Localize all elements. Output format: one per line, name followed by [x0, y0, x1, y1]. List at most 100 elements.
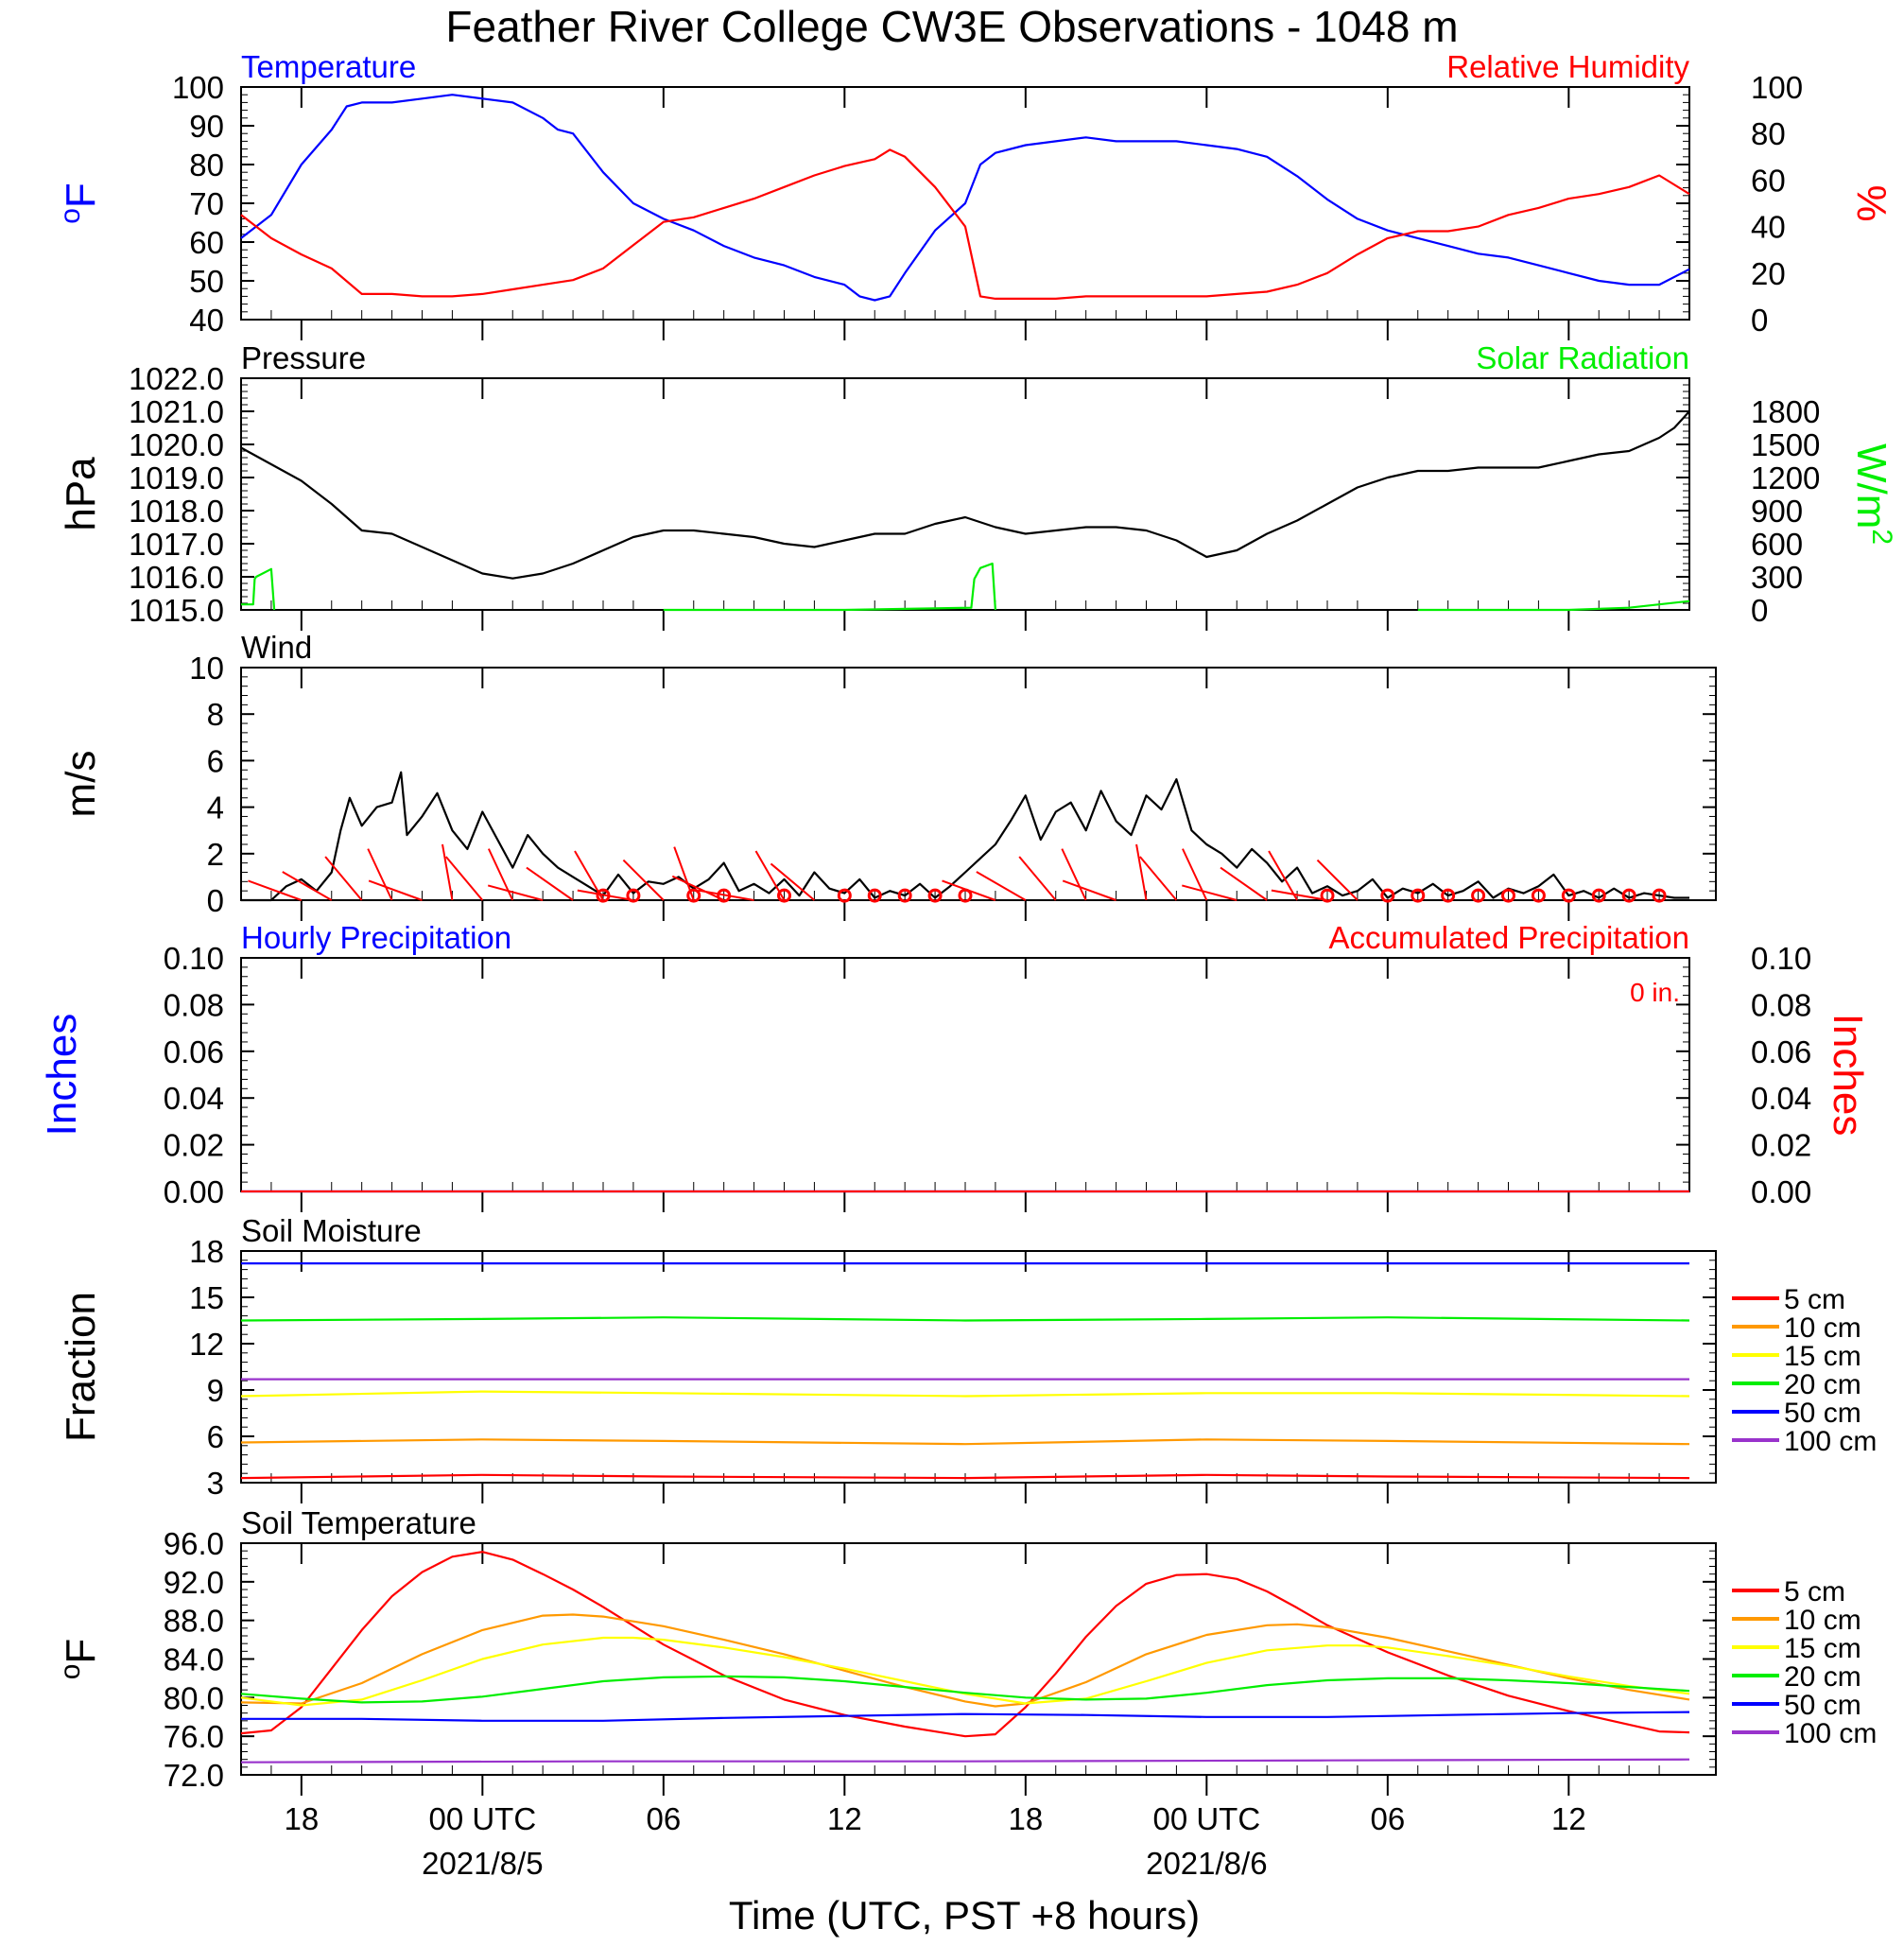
panel-frame [240, 957, 1690, 1192]
wind-barb [574, 850, 604, 901]
y-axis-label-right: W/m2 [1848, 443, 1898, 545]
wind-barb [673, 846, 695, 901]
wind-barb [1139, 856, 1178, 901]
y-axis-label-left: hPa [58, 457, 104, 531]
panel-precip: 0.00 0.02 0.04 0.06 0.08 0.10 0.00 0.02 0.04 0.06… [39, 920, 1871, 1212]
panel-frame [240, 667, 1717, 901]
panel-title-right: Solar Radiation [1476, 340, 1689, 375]
y-tick-label: 100 [172, 70, 224, 105]
series-line-5-cm [240, 1551, 1690, 1738]
wind-calm-circle [1652, 888, 1667, 903]
y-tick-label: 1019.0 [129, 460, 224, 495]
y-tick-label: 70 [189, 186, 224, 221]
y-tick-label: 0.00 [164, 1174, 224, 1209]
y-axis-label-left: oF [55, 1639, 105, 1680]
wind-calm-circle [1561, 888, 1576, 903]
y-tick-label: 88.0 [164, 1604, 224, 1639]
y-tick-label: 1018.0 [129, 494, 224, 529]
legend-label: 50 cm [1784, 1690, 1861, 1721]
legend-label: 100 cm [1784, 1426, 1877, 1457]
wind-barb [445, 856, 484, 901]
y-tick-label: 40 [189, 303, 224, 338]
y-tick-label: 1020.0 [129, 427, 224, 462]
y-tick-label-right: 100 [1751, 70, 1803, 105]
y-tick-label-right: 900 [1751, 494, 1803, 529]
wind-calm-circle [1411, 888, 1426, 903]
wind-barb [1135, 843, 1148, 901]
panel-title-left: Wind [241, 630, 312, 665]
wind-barb [487, 848, 514, 901]
legend-label: 20 cm [1784, 1369, 1861, 1400]
wind-calm-circle [1320, 888, 1335, 903]
legend-label: 5 cm [1784, 1284, 1845, 1315]
wind-calm-circle [897, 888, 912, 903]
series-line-10-cm [240, 1613, 1690, 1708]
series-line-pressure [240, 410, 1690, 580]
y-tick-label: 6 [207, 1419, 224, 1454]
y-tick-label-right: 1500 [1751, 427, 1820, 462]
y-tick-label: 2 [207, 837, 224, 872]
y-tick-label: 0 [207, 883, 224, 918]
y-axis-label-left: oF [55, 182, 105, 224]
panel-title-right: Relative Humidity [1446, 49, 1689, 84]
legend-label: 100 cm [1784, 1718, 1877, 1749]
y-axis-label-left: m/s [58, 751, 104, 818]
y-tick-label: 0.04 [164, 1081, 224, 1116]
panel-wind: 0 2 4 6 8 10 Wind m/s [58, 630, 1717, 921]
wind-calm-circle [837, 888, 852, 903]
wind-calm-circle [777, 888, 791, 903]
y-tick-label: 84.0 [164, 1642, 224, 1677]
y-tick-label-right: 60 [1751, 163, 1786, 198]
panel-annotation: 0 in. [1630, 978, 1680, 1007]
y-tick-label: 4 [207, 791, 224, 825]
wind-barb [1220, 866, 1268, 901]
y-axis-label-right: % [1848, 184, 1895, 221]
y-tick-label: 6 [207, 743, 224, 778]
wind-barb [1182, 848, 1208, 901]
panel-frame [240, 1250, 1717, 1484]
wind-calm-circle [626, 888, 641, 903]
wind-barb [976, 871, 1027, 901]
panel-frame [240, 1542, 1717, 1776]
wind-calm-circle [927, 888, 943, 903]
y-tick-label-right: 1800 [1751, 394, 1820, 429]
wind-barb [622, 859, 665, 901]
y-tick-label: 10 [189, 651, 224, 686]
x-date-label: 2021/8/5 [422, 1846, 543, 1881]
panel-title-right: Accumulated Precipitation [1328, 920, 1689, 955]
y-tick-label: 72.0 [164, 1758, 224, 1793]
panel-soil_temp: 72.0 76.0 80.084.088.0 92.0 96.0 Soil Tempera… [55, 1505, 1877, 1796]
wind-barb [282, 871, 333, 901]
y-tick-label: 50 [189, 264, 224, 299]
panel-pressure_solar: 1015.01016.01017.01018.01019.01020.01021… [58, 340, 1898, 631]
wind-calm-circle [1471, 888, 1486, 903]
x-date-label: 2021/8/6 [1146, 1846, 1267, 1881]
y-tick-label: 60 [189, 225, 224, 260]
y-tick-label-right: 0.02 [1751, 1128, 1811, 1163]
y-tick-label-right: 0 [1751, 593, 1768, 628]
y-tick-label-right: 0.00 [1751, 1174, 1811, 1209]
legend-label: 15 cm [1784, 1341, 1861, 1372]
wind-barb [487, 884, 544, 901]
wind-calm-circle [1501, 888, 1515, 903]
y-tick-label: 0.10 [164, 941, 224, 976]
wind-barb [942, 879, 996, 901]
y-tick-label: 0.08 [164, 987, 224, 1022]
panel-frame [240, 377, 1690, 611]
wind-barb [698, 889, 754, 901]
wind-barb [770, 862, 816, 901]
y-tick-label: 1015.0 [129, 593, 224, 628]
x-tick-label: 12 [1551, 1801, 1586, 1836]
x-tick-label: 00 UTC [428, 1801, 536, 1836]
wind-calm-circle [1621, 888, 1636, 903]
y-tick-label: 1017.0 [129, 527, 224, 562]
series-line-relative-humidity [240, 148, 1690, 300]
x-tick-label: 06 [1370, 1801, 1405, 1836]
y-tick-label: 18 [189, 1234, 224, 1269]
y-tick-label-right: 0 [1751, 303, 1768, 338]
panel-title-left: Soil Moisture [241, 1213, 422, 1248]
wind-barb [441, 843, 454, 901]
wind-barb [526, 866, 574, 901]
